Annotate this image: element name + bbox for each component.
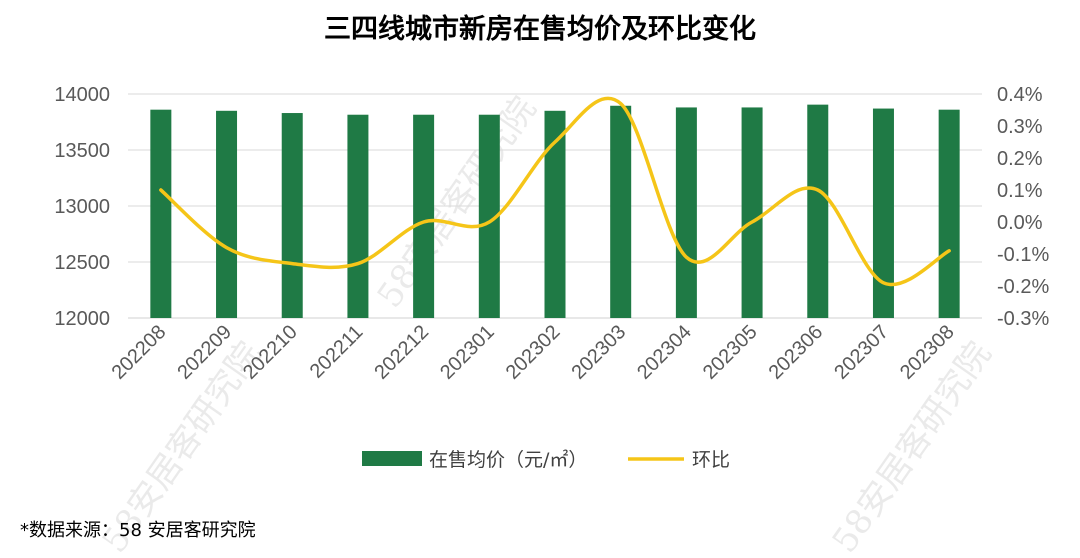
y-right-tick-label: 0.1% [997,180,1043,202]
x-tick-label: 202304 [633,321,696,384]
bar [413,114,435,318]
x-tick-label: 202307 [830,321,893,384]
legend-bar-swatch [362,451,422,466]
y-right-tick-label: 0.2% [997,148,1043,170]
bar [741,107,763,318]
x-tick-label: 202305 [699,321,762,384]
legend: 在售均价（元/㎡） 环比 [362,448,730,471]
bar-series [150,104,960,319]
x-tick-label: 202211 [306,321,368,383]
y-right-tick-label: 0.0% [997,212,1043,234]
x-tick-label: 202208 [108,321,171,384]
line-series [159,96,951,287]
x-tick-label: 202306 [765,321,828,384]
watermark-text: 58安居客研究院 [370,90,545,315]
y-left-tick-label: 12000 [54,308,110,330]
x-tick-label: 202303 [567,321,630,384]
x-tick-label: 202301 [436,321,499,384]
y-right-tick-label: -0.3% [997,308,1049,330]
y-right-tick-label: 0.4% [997,84,1043,106]
bar [938,109,960,319]
y-right-tick-label: -0.1% [997,244,1049,266]
y-axis-right: 0.4% 0.3% 0.2% 0.1% 0.0% -0.1% -0.2% -0.3% [997,84,1049,330]
bar [872,108,894,318]
x-tick-label: 202302 [502,321,565,384]
bar [544,110,566,318]
legend-line-label: 环比 [692,449,730,471]
bar [610,105,632,318]
bar [281,113,303,318]
y-left-tick-label: 13500 [54,140,110,162]
y-left-tick-label: 12500 [54,252,110,274]
bar [675,107,697,318]
bar [807,104,829,318]
chart-title: 三四线城市新房在售均价及环比变化 [324,13,756,45]
legend-bar-label: 在售均价（元/㎡） [429,448,587,471]
x-tick-label: 202212 [370,321,433,384]
y-right-tick-label: 0.3% [997,116,1043,138]
y-left-tick-label: 14000 [54,84,110,106]
bar [216,110,238,318]
bar [347,114,369,318]
bar [150,109,172,319]
y-right-tick-label: -0.2% [997,276,1049,298]
source-note: *数据来源：58 安居客研究院 [20,520,256,541]
y-left-tick-label: 13000 [54,196,110,218]
bar [478,114,500,318]
